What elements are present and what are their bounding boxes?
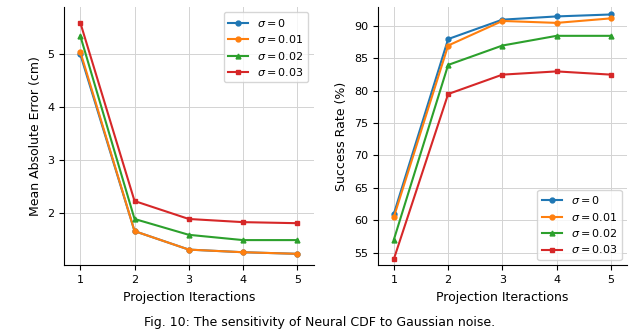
Y-axis label: Mean Absolute Error (cm): Mean Absolute Error (cm)	[29, 56, 42, 216]
$\sigma = 0.01$	[76, 50, 84, 54]
$\sigma = 0.01$	[499, 19, 506, 23]
$\sigma = 0.01$	[553, 21, 561, 25]
Line: $\sigma = 0.01$: $\sigma = 0.01$	[78, 49, 300, 256]
$\sigma = 0.03$	[607, 73, 615, 77]
$\sigma = 0$	[553, 14, 561, 18]
Legend: $\sigma = 0$, $\sigma = 0.01$, $\sigma = 0.02$, $\sigma = 0.03$: $\sigma = 0$, $\sigma = 0.01$, $\sigma =…	[538, 190, 621, 260]
$\sigma = 0.02$	[499, 44, 506, 48]
$\sigma = 0$	[499, 18, 506, 22]
$\sigma = 0.01$	[239, 250, 247, 254]
Line: $\sigma = 0.02$: $\sigma = 0.02$	[78, 33, 300, 243]
Line: $\sigma = 0.01$: $\sigma = 0.01$	[392, 16, 613, 219]
$\sigma = 0$	[294, 252, 301, 256]
Line: $\sigma = 0$: $\sigma = 0$	[78, 52, 300, 256]
$\sigma = 0.01$	[294, 252, 301, 256]
$\sigma = 0.02$	[553, 34, 561, 38]
Text: Fig. 10: The sensitivity of Neural CDF to Gaussian noise.: Fig. 10: The sensitivity of Neural CDF t…	[145, 316, 495, 329]
$\sigma = 0$	[390, 212, 397, 216]
$\sigma = 0$	[76, 52, 84, 56]
Y-axis label: Success Rate (%): Success Rate (%)	[335, 81, 348, 191]
$\sigma = 0.03$	[131, 199, 138, 203]
$\sigma = 0.02$	[239, 238, 247, 242]
X-axis label: Projection Iteractions: Projection Iteractions	[436, 291, 568, 304]
$\sigma = 0.03$	[499, 73, 506, 77]
$\sigma = 0$	[185, 248, 193, 252]
$\sigma = 0.03$	[553, 70, 561, 74]
$\sigma = 0.02$	[294, 238, 301, 242]
$\sigma = 0.02$	[607, 34, 615, 38]
$\sigma = 0$	[607, 12, 615, 16]
$\sigma = 0.01$	[185, 248, 193, 252]
$\sigma = 0.01$	[131, 229, 138, 233]
$\sigma = 0.03$	[76, 20, 84, 25]
$\sigma = 0.03$	[444, 92, 452, 96]
$\sigma = 0.02$	[76, 34, 84, 38]
Line: $\sigma = 0.02$: $\sigma = 0.02$	[392, 33, 613, 242]
$\sigma = 0$	[131, 229, 138, 233]
$\sigma = 0.02$	[390, 238, 397, 242]
$\sigma = 0.03$	[390, 257, 397, 261]
$\sigma = 0.01$	[607, 16, 615, 20]
$\sigma = 0.03$	[294, 221, 301, 225]
$\sigma = 0$	[444, 37, 452, 41]
X-axis label: Projection Iteractions: Projection Iteractions	[123, 291, 255, 304]
$\sigma = 0.02$	[444, 63, 452, 67]
$\sigma = 0$	[239, 250, 247, 254]
$\sigma = 0.03$	[239, 220, 247, 224]
$\sigma = 0.03$	[185, 217, 193, 221]
$\sigma = 0.01$	[390, 215, 397, 219]
$\sigma = 0.02$	[185, 233, 193, 237]
Line: $\sigma = 0.03$: $\sigma = 0.03$	[78, 20, 300, 226]
$\sigma = 0.02$	[131, 217, 138, 221]
Legend: $\sigma = 0$, $\sigma = 0.01$, $\sigma = 0.02$, $\sigma = 0.03$: $\sigma = 0$, $\sigma = 0.01$, $\sigma =…	[224, 12, 308, 83]
$\sigma = 0.01$	[444, 44, 452, 48]
Line: $\sigma = 0$: $\sigma = 0$	[392, 12, 613, 216]
Line: $\sigma = 0.03$: $\sigma = 0.03$	[392, 69, 613, 261]
